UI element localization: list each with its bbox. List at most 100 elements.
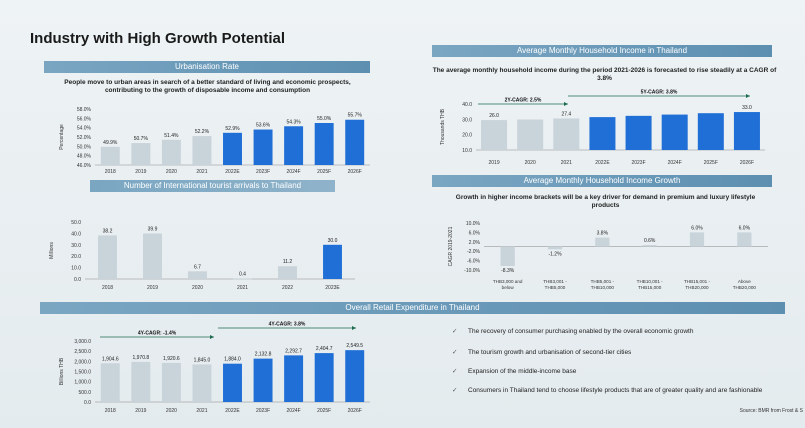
y-tick-label: -10.0% xyxy=(464,268,480,274)
data-label: 38.2 xyxy=(103,228,113,234)
urbanisation-header: Urbanisation Rate xyxy=(44,61,370,73)
x-tick-label: 2019 xyxy=(147,285,158,291)
y-axis-label: Thousands THB xyxy=(440,108,446,145)
y-tick-label: 20.0 xyxy=(71,254,81,260)
x-tick-label: 2020 xyxy=(166,169,177,175)
check-icon: ✓ xyxy=(452,387,458,394)
x-tick-label: 2022E xyxy=(595,160,610,166)
y-axis-label: CAGR 2019-2021 xyxy=(448,226,454,266)
bar xyxy=(161,139,181,165)
bar xyxy=(553,118,580,150)
bar xyxy=(595,237,610,247)
bar xyxy=(100,363,120,402)
y-tick-label: 52.0% xyxy=(77,135,92,141)
data-label: 1,904.6 xyxy=(102,356,119,362)
bar xyxy=(284,126,304,165)
y-axis-label: Millions xyxy=(49,242,55,259)
retail-cagr-2-arrow-head xyxy=(352,326,356,330)
x-tick-label: 2023E xyxy=(325,285,340,291)
x-tick-label: 2021 xyxy=(561,160,572,166)
x-tick-label: 2021 xyxy=(196,408,207,414)
x-tick-label: 2023F xyxy=(256,169,270,175)
x-tick-label: THB20,000 xyxy=(685,285,709,290)
y-tick-label: 50.0 xyxy=(71,220,81,226)
data-label: 55.7% xyxy=(348,113,363,119)
data-label: 49.9% xyxy=(103,140,118,146)
y-tick-label: 10.0% xyxy=(466,221,481,227)
bar xyxy=(547,246,563,250)
bullet-text: Expansion of the middle-income base xyxy=(468,368,577,375)
bar xyxy=(223,132,242,165)
x-tick-label: 2022E xyxy=(225,169,240,175)
x-tick-label: 2019 xyxy=(135,408,146,414)
x-tick-label: Above xyxy=(738,279,751,284)
x-tick-label: 2018 xyxy=(105,408,116,414)
growth-subtitle: Growth in higher income brackets will be… xyxy=(455,194,756,209)
x-tick-label: 2018 xyxy=(102,285,113,291)
y-tick-label: -6.0% xyxy=(467,259,481,265)
data-label: 2,549.5 xyxy=(346,343,363,349)
urbanisation-subtitle: People move to urban areas in search of … xyxy=(64,79,351,94)
y-tick-label: 1,500.0 xyxy=(74,370,91,376)
bar xyxy=(661,114,688,150)
y-tick-label: 54.0% xyxy=(77,126,92,132)
check-icon: ✓ xyxy=(452,349,458,356)
bar xyxy=(500,246,515,267)
bar xyxy=(253,129,273,165)
bar xyxy=(98,235,117,279)
x-tick-label: 2020 xyxy=(192,285,203,291)
y-tick-label: 0.0 xyxy=(84,400,91,406)
y-tick-label: 6.0% xyxy=(469,230,481,236)
data-label: 11.2 xyxy=(283,259,293,265)
x-tick-label: 2019 xyxy=(135,169,146,175)
data-label: 53.6% xyxy=(256,123,271,129)
data-label: 26.0 xyxy=(489,113,499,119)
y-tick-label: 40.0 xyxy=(71,231,81,237)
bar xyxy=(131,361,151,402)
y-tick-label: 30.0 xyxy=(71,243,81,249)
data-label: 33.0 xyxy=(742,105,752,111)
x-tick-label: THB5,001 - xyxy=(591,279,615,284)
income-header: Average Monthly Household Income in Thai… xyxy=(432,45,772,57)
y-tick-label: 40.0 xyxy=(462,102,472,108)
data-label: 6.7 xyxy=(194,264,201,270)
x-tick-label: 2020 xyxy=(525,160,536,166)
x-tick-label: 2021 xyxy=(237,285,248,291)
bar xyxy=(642,245,657,247)
bar xyxy=(481,120,508,150)
y-tick-label: 46.0% xyxy=(77,163,92,169)
y-tick-label: 3,000.0 xyxy=(74,339,91,345)
bar xyxy=(278,266,297,279)
data-label: 6.0% xyxy=(739,225,751,231)
x-tick-label: 2020 xyxy=(166,408,177,414)
bar xyxy=(314,123,334,165)
y-tick-label: 20.0 xyxy=(462,133,472,139)
data-label: 52.2% xyxy=(195,129,210,135)
y-axis-label: Percentage xyxy=(59,124,65,150)
y-tick-label: 1,000.0 xyxy=(74,380,91,386)
x-tick-label: THB20,000 xyxy=(733,285,757,290)
x-tick-label: THB3,000 and xyxy=(493,279,523,284)
data-label: 39.9 xyxy=(148,227,158,233)
bar xyxy=(131,143,151,165)
y-tick-label: 58.0% xyxy=(77,107,92,113)
x-tick-label: THB10,001 - xyxy=(637,279,664,284)
x-tick-label: 2023F xyxy=(256,408,270,414)
retail-cagr-2-label: 4Y-CAGR: 3.8% xyxy=(269,322,306,328)
x-tick-label: 2026F xyxy=(740,160,754,166)
data-label: 6.0% xyxy=(691,225,703,231)
tourism-header: Number of International tourist arrivals… xyxy=(90,180,335,192)
x-tick-label: THB10,000 xyxy=(591,285,615,290)
data-label: 27.4 xyxy=(561,111,571,117)
data-label: 2,292.7 xyxy=(285,348,302,354)
y-tick-label: 48.0% xyxy=(77,154,92,160)
y-tick-label: 0.0 xyxy=(74,277,81,283)
data-label: 50.7% xyxy=(134,136,149,142)
retail-header: Overall Retail Expenditure in Thailand xyxy=(40,302,785,314)
bar xyxy=(188,271,207,279)
bar xyxy=(161,362,181,402)
